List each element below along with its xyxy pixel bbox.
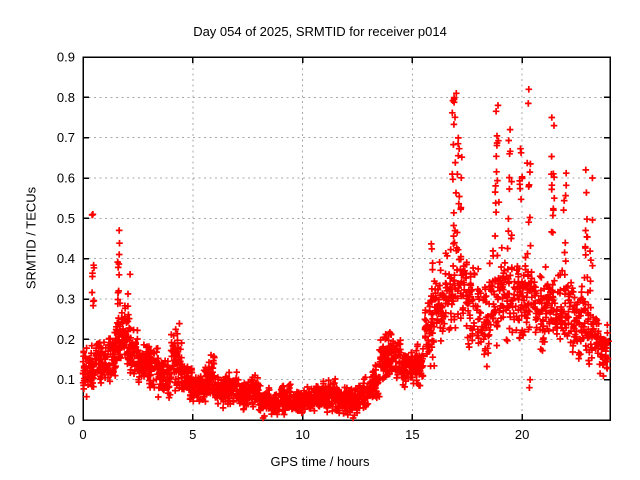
y-tick-label: 0.1 — [57, 372, 75, 387]
y-tick-label: 0.8 — [57, 90, 75, 105]
y-tick-label: 0.3 — [57, 292, 75, 307]
y-tick-label: 0 — [68, 413, 75, 428]
y-tick-label: 0.9 — [57, 50, 75, 65]
x-tick-label: 5 — [189, 427, 196, 442]
x-tick-label: 10 — [295, 427, 309, 442]
y-tick-label: 0.2 — [57, 332, 75, 347]
y-tick-label: 0.5 — [57, 211, 75, 226]
x-tick-label: 20 — [515, 427, 529, 442]
x-tick-label: 0 — [79, 427, 86, 442]
chart-title: Day 054 of 2025, SRMTID for receiver p01… — [193, 24, 447, 39]
x-axis-label: GPS time / hours — [270, 454, 370, 469]
scatter-points — [79, 86, 612, 422]
y-tick-label: 0.6 — [57, 171, 75, 186]
y-tick-label: 0.4 — [57, 251, 75, 266]
x-tick-label: 15 — [405, 427, 419, 442]
y-tick-label: 0.7 — [57, 130, 75, 145]
axes — [82, 56, 611, 421]
tick-labels: 0 5 10 15 20 0 0.1 0.2 0.3 0.4 0.5 0.6 0.7 0.8 0.9 — [57, 50, 529, 443]
